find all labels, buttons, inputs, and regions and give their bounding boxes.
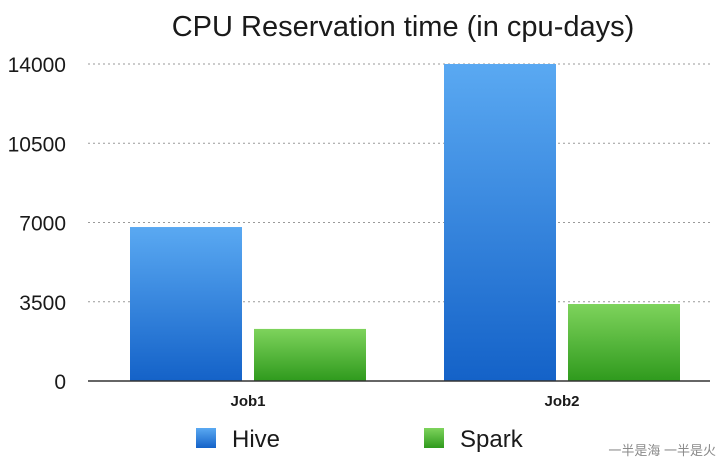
- y-tick-label: 10500: [8, 133, 66, 156]
- gridlines: [88, 63, 710, 303]
- bar-spark-job2: [568, 304, 680, 381]
- y-tick-label: 7000: [19, 213, 66, 236]
- chart-title: CPU Reservation time (in cpu-days): [172, 11, 635, 43]
- y-tick-label: 0: [54, 371, 66, 394]
- bar-hive-job1: [130, 227, 242, 381]
- watermark-text: 一半是海 一半是火: [608, 443, 716, 458]
- bar-hive-job2: [444, 64, 556, 381]
- x-tick-label: Job2: [544, 393, 579, 410]
- y-tick-label: 14000: [8, 54, 66, 77]
- y-tick-label: 3500: [19, 292, 66, 315]
- legend-swatch-hive: [196, 428, 216, 448]
- bars: [130, 64, 680, 381]
- legend-label-hive: Hive: [232, 426, 280, 453]
- y-axis-ticks: 0 3500 7000 10500 14000: [8, 54, 66, 394]
- legend-label-spark: Spark: [460, 426, 524, 453]
- x-axis-ticks: Job1 Job2: [230, 393, 579, 410]
- legend-swatch-spark: [424, 428, 444, 448]
- x-tick-label: Job1: [230, 393, 265, 410]
- bar-spark-job1: [254, 328, 366, 381]
- legend: Hive Spark: [196, 426, 524, 453]
